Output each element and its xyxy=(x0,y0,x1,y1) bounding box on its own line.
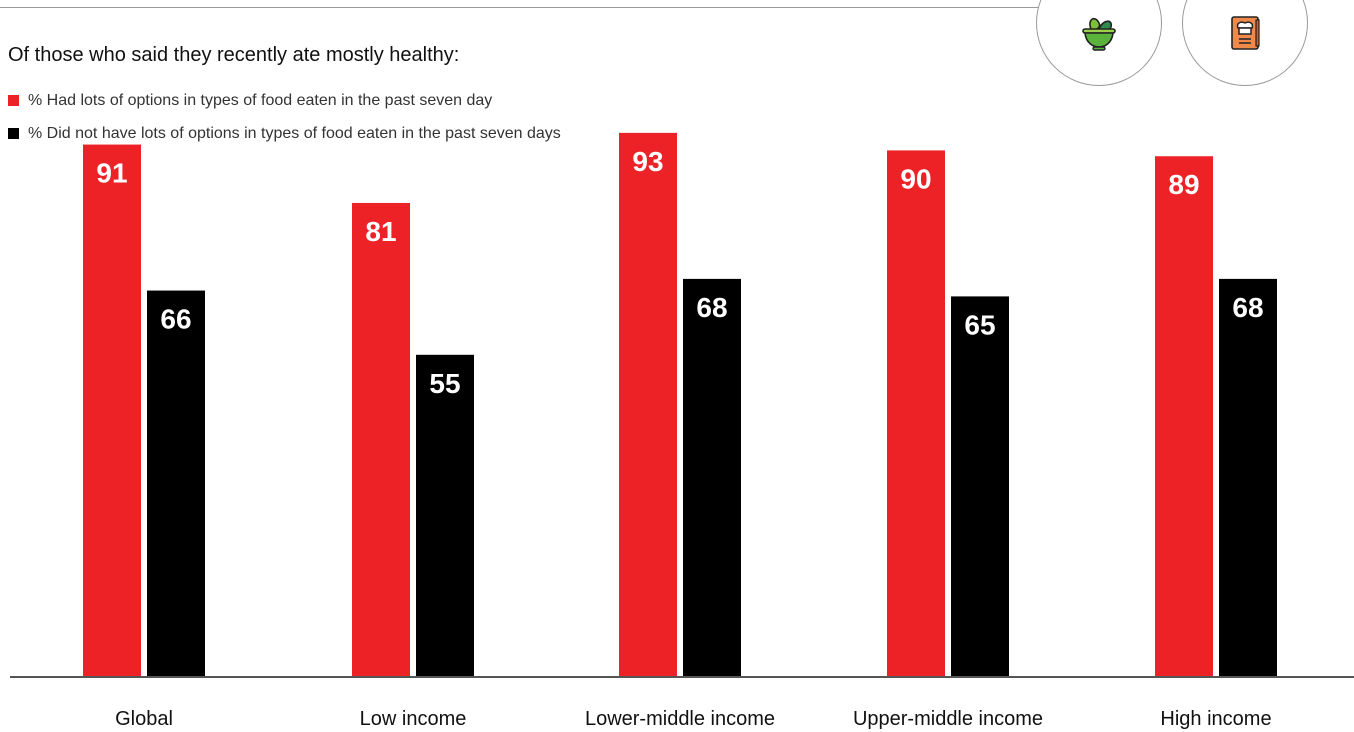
chart-subtitle: Of those who said they recently ate most… xyxy=(8,44,460,66)
legend-label-had-options: % Had lots of options in types of food e… xyxy=(28,92,493,109)
legend-label-no-options: % Did not have lots of options in types … xyxy=(28,125,561,142)
bar-had-options-1 xyxy=(352,202,410,676)
legend-swatch-black xyxy=(8,128,19,139)
bar-no-options-3 xyxy=(951,296,1009,676)
bar-had-options-3 xyxy=(887,150,945,676)
bar-had-options-2 xyxy=(619,132,677,676)
value-label-no-options-2: 68 xyxy=(696,292,727,323)
value-label-no-options-4: 68 xyxy=(1232,292,1263,323)
bar-had-options-0 xyxy=(83,144,141,676)
category-label-1: Low income xyxy=(360,708,467,730)
bar-no-options-2 xyxy=(683,278,741,676)
value-label-no-options-1: 55 xyxy=(429,368,460,399)
legend-item-had-options: % Had lots of options in types of food e… xyxy=(8,92,492,110)
bar-no-options-4 xyxy=(1219,278,1277,676)
value-label-had-options-3: 90 xyxy=(900,163,931,194)
value-label-no-options-0: 66 xyxy=(160,304,191,335)
value-label-had-options-2: 93 xyxy=(632,146,663,177)
legend-item-no-options: % Did not have lots of options in types … xyxy=(8,125,561,143)
category-label-4: High income xyxy=(1160,708,1271,730)
category-label-3: Upper-middle income xyxy=(853,708,1043,730)
category-label-2: Lower-middle income xyxy=(585,708,775,730)
recipe-book-icon xyxy=(1231,16,1260,50)
bar-no-options-0 xyxy=(147,290,205,676)
value-label-had-options-0: 91 xyxy=(96,158,127,189)
top-divider xyxy=(0,7,1040,8)
category-label-0: Global xyxy=(115,708,173,730)
salad-bowl-icon xyxy=(1082,17,1116,51)
legend-swatch-red xyxy=(8,95,19,106)
value-label-no-options-3: 65 xyxy=(964,309,995,340)
bar-no-options-1 xyxy=(416,354,474,676)
bar-had-options-4 xyxy=(1155,156,1213,677)
value-label-had-options-4: 89 xyxy=(1168,169,1199,200)
value-label-had-options-1: 81 xyxy=(365,216,396,247)
